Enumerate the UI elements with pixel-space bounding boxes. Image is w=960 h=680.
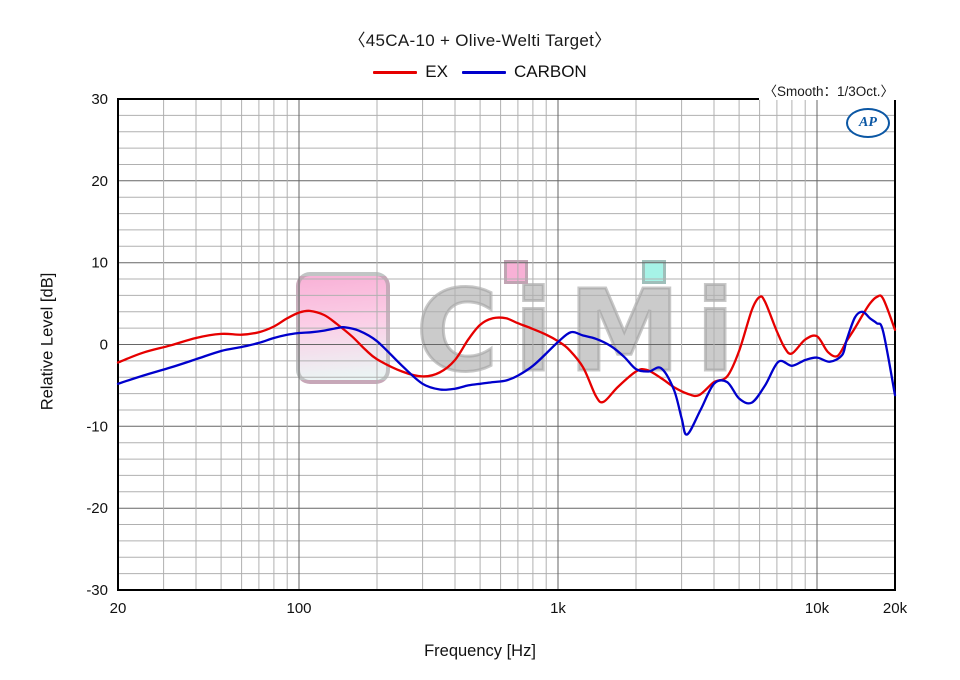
legend-label-ex: EX [425, 62, 448, 81]
legend-line-ex [373, 70, 418, 74]
watermark-teal-dot-icon [642, 260, 666, 284]
svg-text:1k: 1k [550, 600, 566, 617]
smoothing-label: 〈Smooth：1/3Oct.〉 [759, 80, 898, 100]
svg-text:20k: 20k [883, 600, 908, 617]
svg-text:20: 20 [110, 600, 127, 617]
chart-title: 〈45CA-10 + Olive-Welti Target〉 [348, 31, 612, 50]
svg-text:10k: 10k [805, 600, 830, 617]
svg-text:100: 100 [286, 600, 311, 617]
svg-text:20: 20 [91, 173, 108, 190]
legend-item-carbon: CARBON [461, 62, 587, 82]
legend: EX CARBON [0, 62, 960, 82]
svg-text:-10: -10 [86, 418, 108, 435]
legend-line-carbon [461, 70, 506, 74]
svg-text:-30: -30 [86, 582, 108, 599]
svg-text:30: 30 [91, 91, 108, 108]
legend-label-carbon: CARBON [513, 62, 587, 81]
legend-item-ex: EX [373, 62, 448, 82]
audio-precision-logo: AP [846, 108, 890, 138]
ap-logo-text: AP [859, 115, 877, 130]
svg-text:-20: -20 [86, 500, 108, 517]
svg-text:10: 10 [91, 255, 108, 272]
x-axis-label: Frequency [Hz] [424, 642, 536, 660]
watermark-pink-dot-icon [504, 260, 528, 284]
svg-text:0: 0 [100, 337, 108, 354]
